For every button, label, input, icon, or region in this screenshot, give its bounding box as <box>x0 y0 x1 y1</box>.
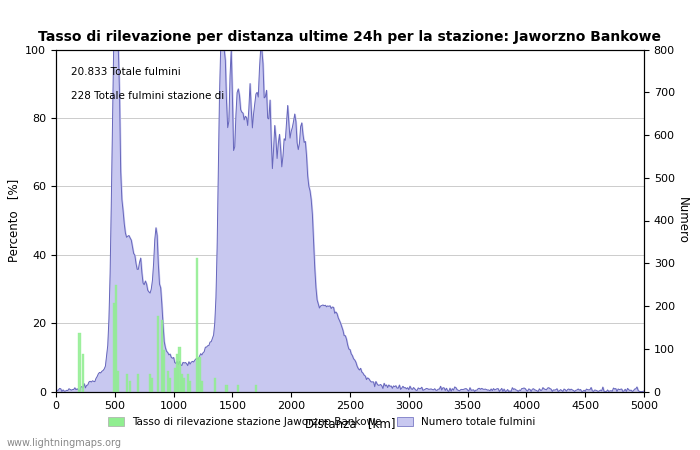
Bar <box>169 378 171 392</box>
Bar <box>125 374 127 392</box>
Bar <box>178 347 181 392</box>
Bar <box>255 385 257 392</box>
Bar <box>167 371 169 392</box>
Bar <box>198 357 200 392</box>
Text: 228 Totale fulmini stazione di: 228 Totale fulmini stazione di <box>71 90 224 100</box>
Bar <box>214 378 216 392</box>
Bar <box>237 385 239 392</box>
Title: Tasso di rilevazione per distanza ultime 24h per la stazione: Jaworzno Bankowe: Tasso di rilevazione per distanza ultime… <box>38 30 661 44</box>
Text: 20.833 Totale fulmini: 20.833 Totale fulmini <box>71 67 181 76</box>
Bar <box>78 333 81 392</box>
Bar <box>181 374 183 392</box>
Bar <box>174 368 176 392</box>
Bar <box>201 381 203 392</box>
Bar <box>158 316 160 392</box>
Bar <box>196 258 198 392</box>
Bar <box>137 374 139 392</box>
Bar <box>113 302 115 392</box>
Bar <box>163 351 165 392</box>
Bar <box>82 354 84 392</box>
Legend: Tasso di rilevazione stazione Jaworzno Bankowe, Numero totale fulmini: Tasso di rilevazione stazione Jaworzno B… <box>104 413 540 431</box>
X-axis label: Distanza   [km]: Distanza [km] <box>304 417 395 430</box>
Bar <box>151 378 153 392</box>
Bar <box>161 320 163 392</box>
Bar <box>176 354 178 392</box>
Bar <box>129 381 131 392</box>
Bar <box>115 285 117 392</box>
Bar <box>189 381 191 392</box>
Text: www.lightningmaps.org: www.lightningmaps.org <box>7 438 122 448</box>
Bar <box>183 378 186 392</box>
Y-axis label: Percento   [%]: Percento [%] <box>7 179 20 262</box>
Bar <box>149 374 151 392</box>
Y-axis label: Numero: Numero <box>676 197 689 244</box>
Bar <box>187 374 189 392</box>
Bar <box>118 371 120 392</box>
Bar <box>225 385 228 392</box>
